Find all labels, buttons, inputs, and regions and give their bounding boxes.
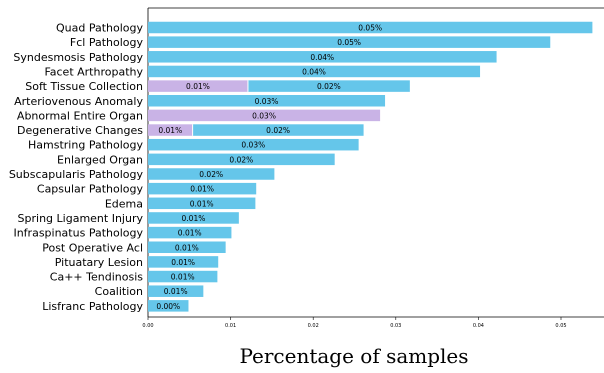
x-tick-label: 0.01 xyxy=(225,323,236,329)
category-label: Abnormal Entire Organ xyxy=(17,109,143,122)
bar-value-label: 0.01% xyxy=(182,214,206,223)
bar-value-label: 0.01% xyxy=(171,273,195,282)
bar-value-labels: 0.05%0.05%0.04%0.04%0.01% 0.02%0.03%0.03%… xyxy=(156,24,382,311)
bar-value-label: 0.05% xyxy=(358,24,382,33)
bar-segment xyxy=(148,138,359,151)
bar-segment xyxy=(148,285,204,297)
x-tick-label: 0.02 xyxy=(308,323,319,329)
bar-value-label: 0.02% xyxy=(317,82,341,91)
bar-segment xyxy=(148,182,257,195)
bar-segment xyxy=(148,51,497,63)
bar-segment xyxy=(148,300,189,312)
category-label: Capsular Pathology xyxy=(37,183,144,196)
category-label: Lisfranc Pathology xyxy=(42,300,143,313)
category-label: Pituatary Lesion xyxy=(55,256,143,269)
bar-value-label: 0.03% xyxy=(241,141,265,150)
bar-segment xyxy=(192,124,364,136)
x-tick-label: 0.05 xyxy=(555,323,566,329)
category-label: Facet Arthropathy xyxy=(44,65,143,78)
bar-value-label: 0.01% xyxy=(164,287,188,296)
bar-value-label: 0.04% xyxy=(310,53,334,62)
bar-segment xyxy=(148,153,335,166)
category-label: Post Operative Acl xyxy=(42,241,143,254)
category-label: Quad Pathology xyxy=(56,22,144,35)
bar-segment xyxy=(148,241,226,253)
category-label: Edema xyxy=(105,197,143,210)
x-tick-label: 0.04 xyxy=(473,323,484,329)
bar-segment xyxy=(148,65,481,78)
category-label: Spring Ligament Injury xyxy=(18,212,144,225)
bar-value-label: 0.01% xyxy=(158,126,182,135)
bar-value-label: 0.03% xyxy=(255,97,279,106)
category-label: Hamstring Pathology xyxy=(28,139,143,152)
bar-segment xyxy=(148,109,381,122)
bar-segment xyxy=(148,124,193,136)
category-label: Enlarged Organ xyxy=(57,153,143,166)
x-tick-label: 0.03 xyxy=(390,323,401,329)
bar-value-label: 0.05% xyxy=(337,38,361,47)
bar-value-label: 0.00% xyxy=(156,302,180,311)
x-ticks: 0.00 0.01 0.02 0.03 0.04 0.05 xyxy=(142,317,567,329)
bar-value-label: 0.01% xyxy=(171,258,195,267)
bar-value-label: 0.02% xyxy=(229,155,253,164)
bar-segment xyxy=(148,226,232,239)
bar-value-label: 0.01% xyxy=(190,199,214,208)
category-label: Soft Tissue Collection xyxy=(25,80,143,93)
bar-value-label: 0.02% xyxy=(199,170,223,179)
category-label: Degenerative Changes xyxy=(17,124,143,137)
bar-value-label: 0.04% xyxy=(302,67,326,76)
bar-segment xyxy=(148,256,219,268)
bar-segment xyxy=(148,80,248,92)
bar-value-label: 0.02% xyxy=(266,126,290,135)
bar-value-label: 0.01% xyxy=(175,243,199,252)
bar-value-label: 0.01% xyxy=(190,185,214,194)
bar-value-label: 0.01% xyxy=(186,82,210,91)
category-label: Arteriovenous Anomaly xyxy=(14,95,143,108)
bars-group xyxy=(148,21,593,312)
bar-segment xyxy=(148,95,386,107)
category-label: Infraspinatus Pathology xyxy=(13,227,143,240)
category-label: Syndesmosis Pathology xyxy=(13,51,143,64)
bar-value-label: 0.03% xyxy=(252,111,276,120)
x-tick-label: 0.00 xyxy=(142,323,153,329)
x-axis-label: Percentage of samples xyxy=(239,344,468,368)
category-label: Ca++ Tendinosis xyxy=(50,271,143,284)
bar-segment xyxy=(148,197,256,210)
category-label: Coalition xyxy=(95,285,143,298)
bar-segment xyxy=(148,36,551,48)
bar-segment xyxy=(148,21,593,34)
bar-segment xyxy=(148,168,275,180)
category-label: Fcl Pathology xyxy=(70,36,144,49)
bar-segment xyxy=(148,212,239,224)
category-label: Subscapularis Pathology xyxy=(9,168,144,181)
bar-segment xyxy=(148,270,218,283)
bar-value-label: 0.01% xyxy=(178,229,202,238)
bar-segment xyxy=(247,80,410,92)
